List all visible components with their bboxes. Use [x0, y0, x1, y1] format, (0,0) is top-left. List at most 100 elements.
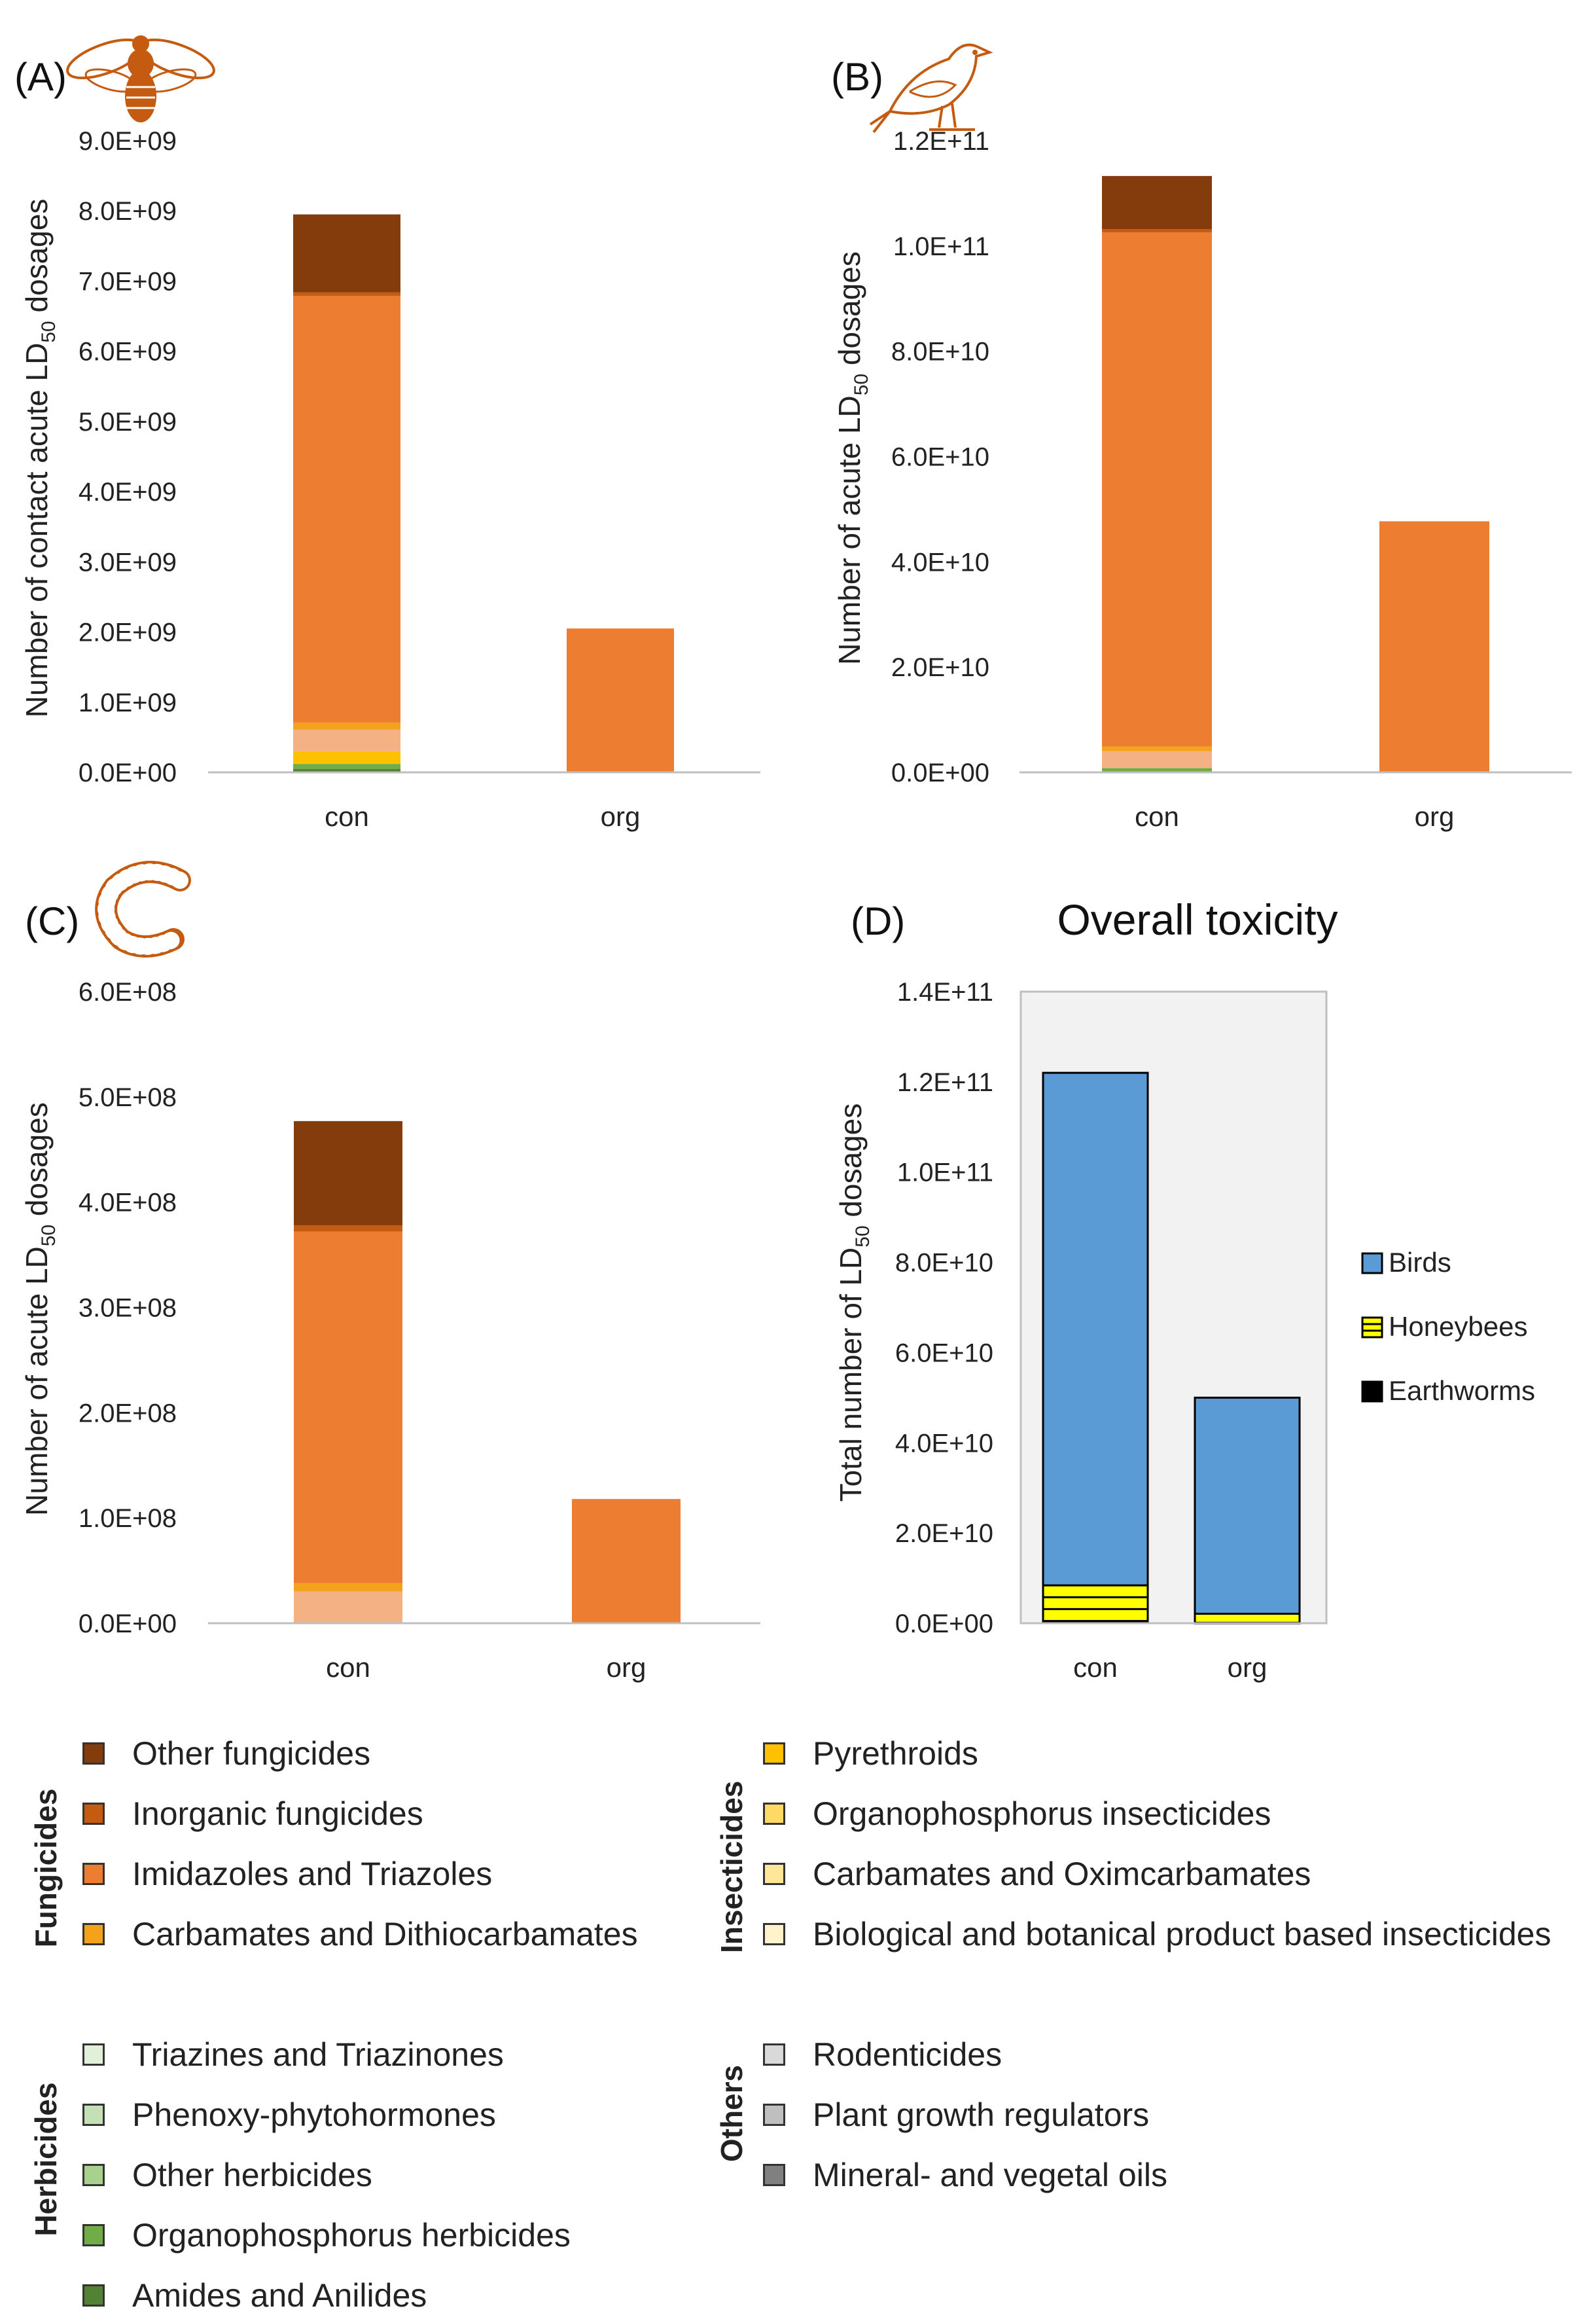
y-tick-label: 6.0E+08 [79, 978, 177, 1007]
legend-item: Mineral- and vegetal oils [763, 2156, 1167, 2194]
bar-segment-con-carbamates-and-oximcarbamates [1102, 751, 1212, 768]
legend-label: Other fungicides [132, 1735, 371, 1772]
bar-segment-con-carbamates-and-dithiocarbamates [1102, 746, 1212, 751]
bee-icon [66, 35, 215, 122]
y-axis-label: Number of acute LD50 dosages [20, 1102, 60, 1516]
y-tick-label: 6.0E+10 [895, 1339, 993, 1367]
legend-group-title: Herbicides [29, 2082, 63, 2237]
legend-label: Imidazoles and Triazoles [132, 1856, 493, 1892]
legend-item: Organophosphorus herbicides [82, 2216, 571, 2254]
legend-swatch-honeybees [1361, 1316, 1383, 1339]
y-tick-label: 0.0E+00 [891, 759, 989, 787]
y-tick-label: 9.0E+09 [79, 127, 177, 156]
legend-label: Biological and botanical product based i… [813, 1916, 1552, 1952]
legend-group-title: Insecticides [715, 1780, 749, 1953]
legend-swatch [763, 1863, 785, 1885]
bar-segment-con-imidazoles-and-triazoles [294, 1231, 402, 1583]
legend-swatch [82, 2164, 105, 2186]
legend-label-earthworms: Earthworms [1389, 1375, 1535, 1406]
legend-item: Other fungicides [82, 1735, 370, 1772]
x-category-label: con [1073, 1652, 1118, 1683]
legend-group-title: Fungicides [29, 1788, 63, 1948]
chart-panel-b: 0.0E+00 2.0E+10 4.0E+10 6.0E+10 8.0E+10 1.0E+… [831, 43, 1572, 832]
y-tick-label: 0.0E+00 [79, 759, 177, 787]
bar-segment-con-inorganic-fungicides [294, 1225, 402, 1232]
legend-item: Triazines and Triazinones [82, 2036, 504, 2074]
y-tick-label: 2.0E+09 [79, 619, 177, 647]
legend-label-birds: Birds [1389, 1247, 1451, 1278]
chart-panel-a: 0.0E+00 1.0E+09 2.0E+09 3.0E+09 4.0E+09 5.0E+… [14, 35, 760, 832]
panel-label: (B) [831, 55, 883, 99]
legend-label: Other herbicides [132, 2157, 372, 2193]
panel-label: (D) [851, 899, 905, 943]
legend-item: Biological and botanical product based i… [763, 1915, 1552, 1953]
legend-swatch [763, 2164, 785, 2186]
legend-swatch [82, 2224, 105, 2246]
y-tick-label: 3.0E+09 [79, 548, 177, 577]
y-tick-label: 4.0E+10 [895, 1429, 993, 1458]
legend-label: Carbamates and Oximcarbamates [813, 1856, 1311, 1892]
legend-swatch [82, 1923, 105, 1945]
legend-swatch-birds [1361, 1252, 1383, 1274]
bar-segment-org-imidazoles-and-triazoles [1379, 521, 1489, 772]
bar-segment-con-pyrethroids [293, 751, 400, 764]
y-tick-label: 0.0E+00 [79, 1609, 177, 1638]
legend-swatch [763, 2043, 785, 2066]
y-tick-label: 8.0E+10 [891, 338, 989, 367]
legend-swatch [763, 2104, 785, 2126]
bar-segment-org-honeybees [1194, 1613, 1301, 1624]
x-category-label: con [1135, 801, 1179, 832]
y-axis-label: Number of acute LD50 dosages [832, 251, 872, 665]
bar-segment-con-carbamates-and-oximcarbamates [293, 729, 400, 751]
y-tick-label: 3.0E+08 [79, 1294, 177, 1323]
legend-swatch [82, 1742, 105, 1765]
x-category-label: org [601, 801, 641, 832]
y-axis-label: Number of contact acute LD50 dosages [20, 199, 60, 718]
legend-swatch [82, 2284, 105, 2307]
x-category-label: con [326, 1652, 370, 1683]
x-category-label: org [1228, 1652, 1268, 1683]
legend-item: Inorganic fungicides [82, 1795, 423, 1833]
legend-item: Phenoxy-phytohormones [82, 2096, 496, 2134]
bar-segment-con-other-fungicides [294, 1121, 402, 1226]
chart-panel-d: 0.0E+00 2.0E+10 4.0E+10 6.0E+10 8.0E+10 1.0E+… [834, 895, 1535, 1683]
bar-segment-con-imidazoles-and-triazoles [293, 295, 400, 723]
bar-segment-con-carbamates-and-oximcarbamates [294, 1591, 402, 1623]
y-tick-label: 1.0E+08 [79, 1504, 177, 1533]
legend-swatch [763, 1803, 785, 1825]
legend-swatch-earthworms [1361, 1380, 1383, 1403]
legend-swatch [763, 1742, 785, 1765]
legend-swatch [763, 1923, 785, 1945]
y-tick-label: 1.0E+11 [893, 232, 989, 261]
bar-segment-org-birds [1194, 1396, 1301, 1615]
y-tick-label: 1.0E+09 [79, 689, 177, 717]
legend-label: Carbamates and Dithiocarbamates [132, 1916, 638, 1952]
y-tick-label: 6.0E+10 [891, 443, 989, 472]
bar-segment-con-other-fungicides [1102, 175, 1212, 230]
y-tick-label: 1.4E+11 [897, 978, 993, 1007]
legend-item: Organophosphorus insecticides [763, 1795, 1271, 1833]
y-tick-label: 2.0E+10 [891, 653, 989, 682]
bar-segment-con-organophosphorus-herbicides [293, 764, 400, 769]
chart-title: Overall toxicity [1057, 895, 1338, 944]
legend-item: Carbamates and Dithiocarbamates [82, 1915, 638, 1953]
bar-segment-con-honeybees [1042, 1584, 1149, 1623]
bar-segment-con-other-fungicides [293, 214, 400, 293]
bird-icon [869, 43, 993, 134]
y-tick-label: 8.0E+09 [79, 197, 177, 226]
legend-item: Imidazoles and Triazoles [82, 1855, 492, 1893]
legend-group-title: Others [715, 2064, 749, 2163]
y-tick-label: 4.0E+10 [891, 548, 989, 577]
legend-label-honeybees: Honeybees [1389, 1311, 1527, 1342]
x-category-label: org [1415, 801, 1455, 832]
bar-segment-org-imidazoles-and-triazoles [567, 628, 674, 772]
y-tick-label: 8.0E+10 [895, 1249, 993, 1278]
bar-segment-con-inorganic-fungicides [293, 292, 400, 296]
y-tick-label: 4.0E+09 [79, 478, 177, 507]
bar-segment-con-birds [1042, 1071, 1149, 1587]
legend-item: Pyrethroids [763, 1735, 978, 1772]
bar-segment-con-imidazoles-and-triazoles [1102, 232, 1212, 747]
panel-label: (C) [25, 899, 79, 943]
y-tick-label: 1.2E+11 [893, 127, 989, 156]
